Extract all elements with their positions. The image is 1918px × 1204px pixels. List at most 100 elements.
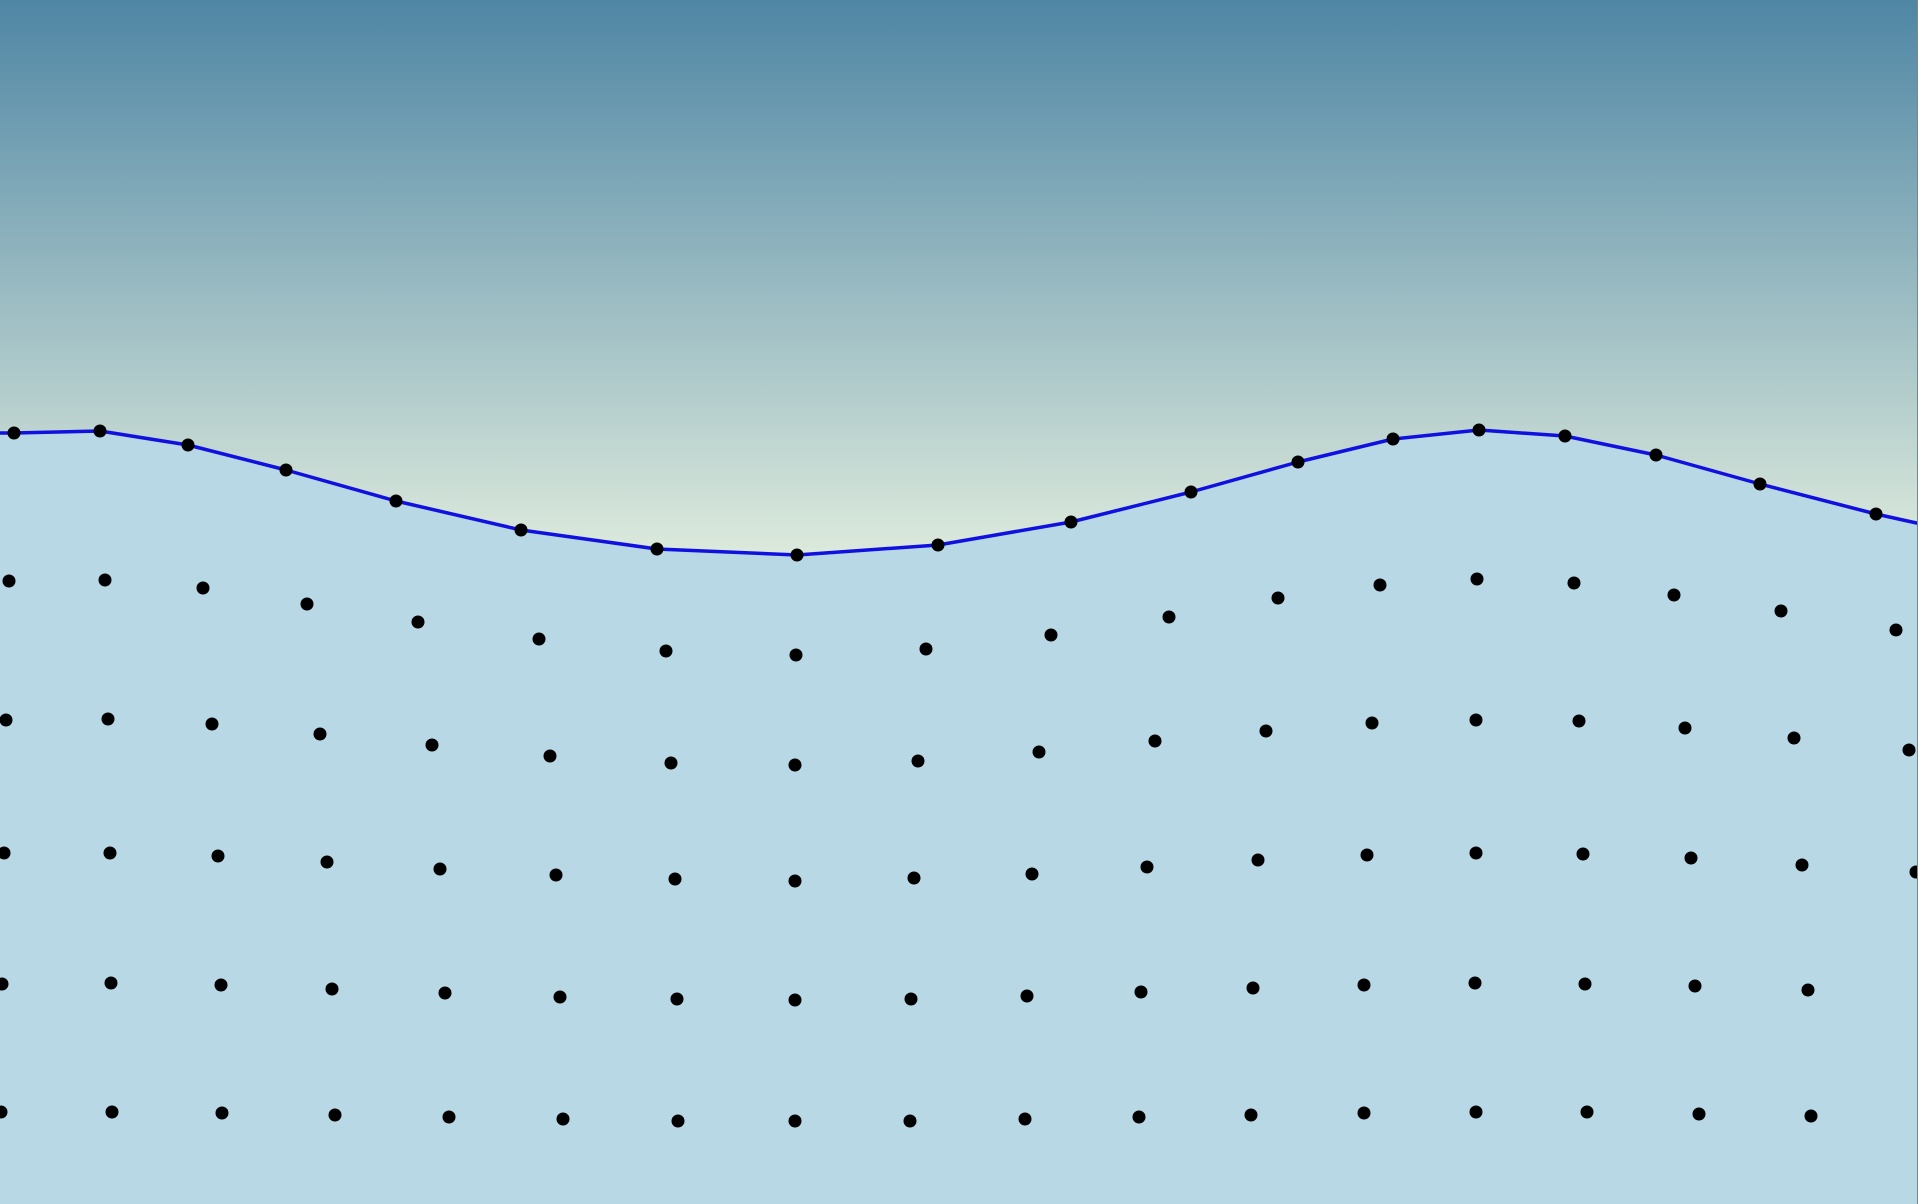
water-body: [0, 430, 1918, 1204]
surface-particle: [1753, 477, 1767, 491]
water-particle: [0, 1105, 8, 1119]
water-particle: [1018, 1112, 1032, 1126]
interior-particles: [0, 572, 1918, 1128]
water-particle: [553, 990, 567, 1004]
water-particle: [1357, 978, 1371, 992]
water-particle: [1692, 1107, 1706, 1121]
water-particle: [659, 644, 673, 658]
water-particle: [788, 993, 802, 1007]
water-particle: [325, 982, 339, 996]
surface-particles: [7, 423, 1883, 562]
water-particle: [904, 992, 918, 1006]
water-particle: [1774, 604, 1788, 618]
water-particle: [328, 1108, 342, 1122]
water-particle: [1140, 860, 1154, 874]
water-particle: [1025, 867, 1039, 881]
water-particle: [1470, 572, 1484, 586]
water-particle: [98, 573, 112, 587]
water-particle: [1271, 591, 1285, 605]
water-particle: [211, 849, 225, 863]
surface-particle: [389, 494, 403, 508]
surface-particle: [1869, 507, 1883, 521]
water-particle: [438, 986, 452, 1000]
water-particle: [104, 976, 118, 990]
water-particle: [911, 754, 925, 768]
water-particle: [1373, 578, 1387, 592]
water-particle: [532, 632, 546, 646]
water-particle: [300, 597, 314, 611]
water-particle: [788, 874, 802, 888]
water-particle: [1576, 847, 1590, 861]
water-particle: [671, 1114, 685, 1128]
water-particle: [549, 868, 563, 882]
water-particle: [103, 846, 117, 860]
surface-particle: [650, 542, 664, 556]
water-particle: [788, 758, 802, 772]
water-particle: [1259, 724, 1273, 738]
water-particle: [1251, 853, 1265, 867]
water-particle: [1580, 1105, 1594, 1119]
water-particle: [1572, 714, 1586, 728]
water-particle: [101, 712, 115, 726]
water-particle: [433, 862, 447, 876]
surface-particle: [1064, 515, 1078, 529]
surface-particle: [1472, 423, 1486, 437]
water-particle: [1148, 734, 1162, 748]
water-particle: [1132, 1110, 1146, 1124]
water-particle: [205, 717, 219, 731]
water-particle: [105, 1105, 119, 1119]
water-particle: [1469, 713, 1483, 727]
water-particle: [1688, 979, 1702, 993]
surface-particle: [1386, 432, 1400, 446]
water-particle: [1020, 989, 1034, 1003]
water-particle: [1909, 865, 1918, 879]
water-particle: [0, 977, 9, 991]
water-particle: [919, 642, 933, 656]
surface-particle: [181, 438, 195, 452]
water-particle: [670, 992, 684, 1006]
water-particle: [1889, 623, 1903, 637]
water-particle: [1667, 588, 1681, 602]
water-particle: [1469, 846, 1483, 860]
water-particle: [1567, 576, 1581, 590]
surface-particle: [931, 538, 945, 552]
water-surface-line: [0, 428, 1918, 557]
water-particle: [789, 648, 803, 662]
water-particle: [425, 738, 439, 752]
water-particle: [1032, 745, 1046, 759]
water-particle: [1795, 858, 1809, 872]
water-particle: [0, 713, 13, 727]
water-particle: [1360, 848, 1374, 862]
surface-particle: [7, 426, 21, 440]
water-particle: [907, 871, 921, 885]
surface-particle: [1184, 485, 1198, 499]
water-particle: [215, 1106, 229, 1120]
water-particle: [1468, 976, 1482, 990]
water-particle: [1578, 977, 1592, 991]
water-particle: [214, 978, 228, 992]
surface-particle: [1291, 455, 1305, 469]
water-particle: [442, 1110, 456, 1124]
surface-particle: [93, 424, 107, 438]
surface-particle: [279, 463, 293, 477]
surface-particle: [1649, 448, 1663, 462]
water-particle: [543, 749, 557, 763]
surface-particle: [1558, 429, 1572, 443]
water-particle: [196, 581, 210, 595]
water-particle: [668, 872, 682, 886]
water-particle: [903, 1114, 917, 1128]
water-particle: [788, 1114, 802, 1128]
water-particle: [1246, 981, 1260, 995]
water-particle: [411, 615, 425, 629]
water-particle: [1134, 985, 1148, 999]
water-particle: [556, 1112, 570, 1126]
surface-particle: [514, 523, 528, 537]
water-particle: [1804, 1109, 1818, 1123]
water-particle: [313, 727, 327, 741]
water-particle: [0, 846, 11, 860]
water-particle: [1678, 721, 1692, 735]
water-particle: [320, 855, 334, 869]
water-particle: [1469, 1105, 1483, 1119]
water-particle: [1162, 610, 1176, 624]
